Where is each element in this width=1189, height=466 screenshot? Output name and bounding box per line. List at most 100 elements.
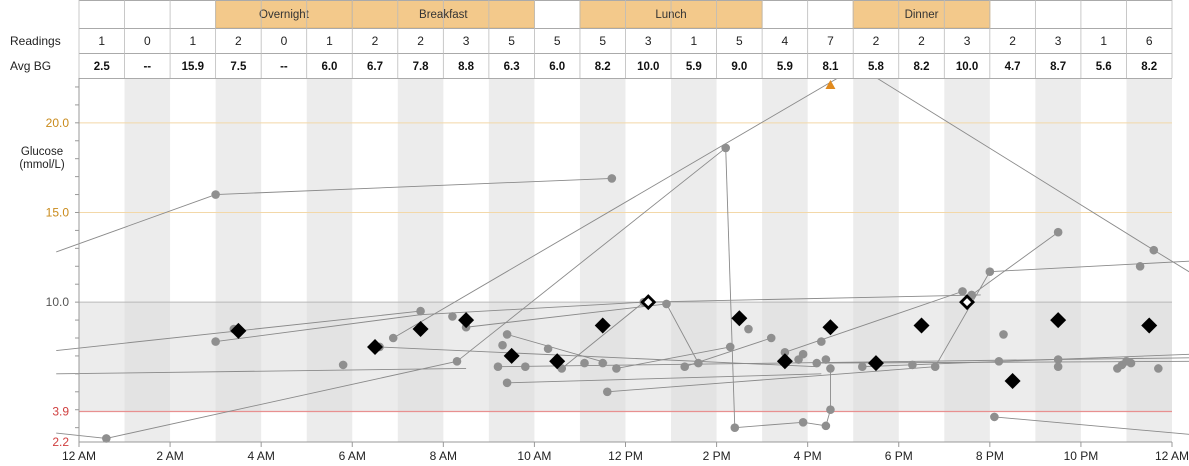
readings-cell: 0 xyxy=(144,34,151,48)
summary-table: Overnight Breakfast Lunch DinnerReadingsAvg… xyxy=(10,0,1173,89)
connecting-line xyxy=(56,368,467,375)
reading-point xyxy=(580,358,589,368)
avg-bg-cell: 2.5 xyxy=(94,61,111,73)
reading-point xyxy=(102,434,111,443)
reading-point xyxy=(1053,227,1063,237)
reading-point xyxy=(858,362,867,371)
connecting-line xyxy=(56,432,107,439)
reading-point xyxy=(780,348,790,357)
x-tick-label: 2 PM xyxy=(703,449,731,463)
readings-cell: 3 xyxy=(463,34,470,48)
average-marker xyxy=(822,319,839,336)
average-marker xyxy=(867,355,884,372)
connecting-line xyxy=(734,421,804,429)
readings-cell: 1 xyxy=(690,34,697,48)
connecting-line xyxy=(561,301,644,369)
reading-point xyxy=(1135,261,1145,271)
connecting-line xyxy=(456,147,726,362)
avg-bg-cell: 5.9 xyxy=(686,61,702,73)
readings-cell: 1 xyxy=(190,34,197,48)
connecting-line xyxy=(1153,249,1189,273)
avg-bg-cell: 7.5 xyxy=(230,61,247,73)
average-marker xyxy=(230,322,247,339)
average-marker xyxy=(367,338,384,355)
connecting-line xyxy=(393,78,839,339)
average-marker xyxy=(594,317,611,334)
meal-period-label: Dinner xyxy=(905,9,939,21)
x-tick-label: 8 AM xyxy=(430,449,457,463)
x-tick-label: 8 PM xyxy=(976,449,1004,463)
avg-bg-cell: 5.6 xyxy=(1096,61,1112,73)
reading-point xyxy=(211,190,220,199)
avg-bg-cell: 6.3 xyxy=(504,61,520,73)
connecting-line xyxy=(784,290,963,353)
reading-point xyxy=(721,143,730,153)
average-marker xyxy=(1141,317,1158,334)
target-range-band xyxy=(79,302,1172,412)
x-axis: 12 AM 2 AM 4 AM 6 AM 8 AM 10 AM 12 PM 2 PM 4 PM 6… xyxy=(62,441,1189,463)
average-markers xyxy=(230,294,1158,390)
reading-point xyxy=(985,267,995,276)
reading-point xyxy=(338,360,348,370)
readings-cell: 2 xyxy=(1009,34,1016,48)
readings-cell: 0 xyxy=(281,34,288,48)
y-tick-label: 2.2 xyxy=(52,435,69,449)
reading-point xyxy=(607,174,617,183)
meal-period-label: Overnight xyxy=(259,9,310,21)
y-tick-label: 10.0 xyxy=(46,295,70,309)
above-range-marker-icon xyxy=(825,80,836,89)
average-marker-hollow-center xyxy=(644,298,653,307)
avg-bg-cell: 8.8 xyxy=(458,61,475,73)
avg-bg-cell: 8.2 xyxy=(914,61,930,73)
readings-cell: 1 xyxy=(1100,34,1107,48)
average-marker xyxy=(731,310,748,327)
reading-point xyxy=(994,357,1004,366)
reading-point xyxy=(694,358,703,368)
reading-point xyxy=(388,333,398,343)
readings-cell: 5 xyxy=(554,34,561,48)
connecting-lines xyxy=(56,78,1189,439)
connecting-line xyxy=(466,303,667,328)
connecting-line xyxy=(379,346,817,368)
reading-point xyxy=(602,387,612,397)
readings-cell: 3 xyxy=(645,34,652,48)
readings-cell: 5 xyxy=(599,34,606,48)
connecting-line xyxy=(607,366,936,393)
connecting-line xyxy=(506,333,608,364)
connecting-line xyxy=(862,353,1189,368)
readings-cell: 1 xyxy=(98,34,105,48)
avg-bg-cell: 5.8 xyxy=(868,61,885,73)
reading-point xyxy=(543,344,553,354)
readings-cell: 2 xyxy=(372,34,379,48)
readings-cell: 2 xyxy=(873,34,880,48)
connecting-line xyxy=(215,314,421,343)
avg-bg-cell: 5.9 xyxy=(777,61,793,73)
average-marker xyxy=(549,353,566,370)
x-tick-label: 2 AM xyxy=(156,449,183,463)
reading-point xyxy=(521,362,530,371)
reading-point xyxy=(502,330,512,339)
reading-point xyxy=(990,412,999,422)
connecting-line xyxy=(994,416,1189,435)
average-marker xyxy=(412,321,429,338)
avg-bg-cell: 6.7 xyxy=(367,61,383,73)
avg-bg-cell: 15.9 xyxy=(182,61,204,73)
reading-point xyxy=(930,362,940,371)
avg-bg-cell: 10.0 xyxy=(637,61,659,73)
average-marker-hollow-center xyxy=(963,298,972,307)
reading-point xyxy=(416,306,425,316)
connecting-line xyxy=(934,271,991,367)
avg-bg-cell: 8.7 xyxy=(1050,61,1066,73)
row-label-avg: Avg BG xyxy=(10,59,51,73)
x-tick-label: 4 AM xyxy=(247,449,274,463)
average-marker xyxy=(503,347,520,364)
reading-point xyxy=(1122,357,1131,366)
reading-point xyxy=(826,405,835,415)
avg-bg-cell: 8.2 xyxy=(595,61,611,73)
reading-point xyxy=(999,330,1008,339)
readings-cell: 2 xyxy=(417,34,424,48)
connecting-line xyxy=(106,360,458,439)
y-tick-label: 3.9 xyxy=(52,405,69,419)
connecting-line xyxy=(215,177,612,196)
